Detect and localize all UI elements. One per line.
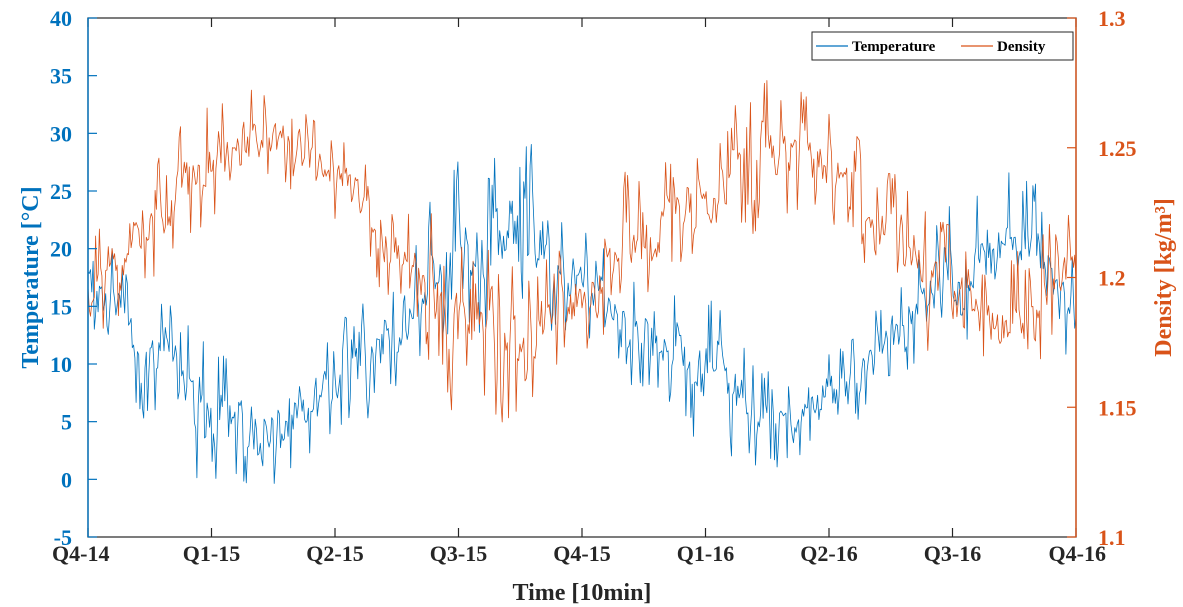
left-y-tick-label: 35 bbox=[50, 64, 72, 89]
legend-label-density: Density bbox=[997, 39, 1046, 55]
right-y-tick-label: 1.25 bbox=[1098, 136, 1137, 161]
series-layer bbox=[87, 80, 1077, 484]
legend-label-temperature: Temperature bbox=[852, 39, 936, 55]
series-line-density bbox=[87, 80, 1077, 423]
right-y-tick-label: 1.3 bbox=[1098, 6, 1126, 31]
left-y-tick-label: -5 bbox=[54, 525, 72, 550]
x-tick-label: Q3-16 bbox=[924, 541, 981, 566]
x-tick-label: Q4-16 bbox=[1049, 541, 1106, 566]
right-y-axis-title: Density [kg/m³] bbox=[1151, 198, 1177, 357]
left-y-tick-label: 10 bbox=[50, 352, 72, 377]
x-tick-label: Q1-16 bbox=[677, 541, 734, 566]
left-y-tick-label: 5 bbox=[61, 410, 72, 435]
left-y-tick-label: 0 bbox=[61, 467, 72, 492]
legend-box bbox=[811, 31, 1074, 61]
left-y-tick-label: 30 bbox=[50, 121, 72, 146]
right-y-tick-label: 1.15 bbox=[1098, 395, 1137, 420]
right-y-tick-label: 1.2 bbox=[1098, 266, 1126, 291]
x-tick-label: Q2-15 bbox=[306, 541, 363, 566]
axes-layer: Q4-14 Q1-15 Q2-15 Q3-15 Q4-15 Q1-16 Q2-16 Q3-16… bbox=[50, 6, 1137, 566]
series-line-temperature bbox=[87, 144, 1077, 484]
left-y-tick-label: 25 bbox=[50, 179, 72, 204]
x-tick-label: Q1-15 bbox=[183, 541, 240, 566]
left-y-axis-title: Temperature [°C] bbox=[18, 186, 44, 368]
left-y-tick-label: 20 bbox=[50, 237, 72, 262]
x-axis-title: Time [10min] bbox=[513, 580, 652, 606]
x-tick-label: Q4-15 bbox=[553, 541, 610, 566]
x-tick-label: Q3-15 bbox=[430, 541, 487, 566]
x-tick-label: Q2-16 bbox=[800, 541, 857, 566]
x-tick-label: Q4-14 bbox=[52, 541, 109, 566]
right-y-tick-label: 1.1 bbox=[1098, 525, 1126, 550]
legend: Temperature Density bbox=[811, 31, 1074, 61]
left-y-tick-label: 15 bbox=[50, 294, 72, 319]
left-y-tick-label: 40 bbox=[50, 6, 72, 31]
